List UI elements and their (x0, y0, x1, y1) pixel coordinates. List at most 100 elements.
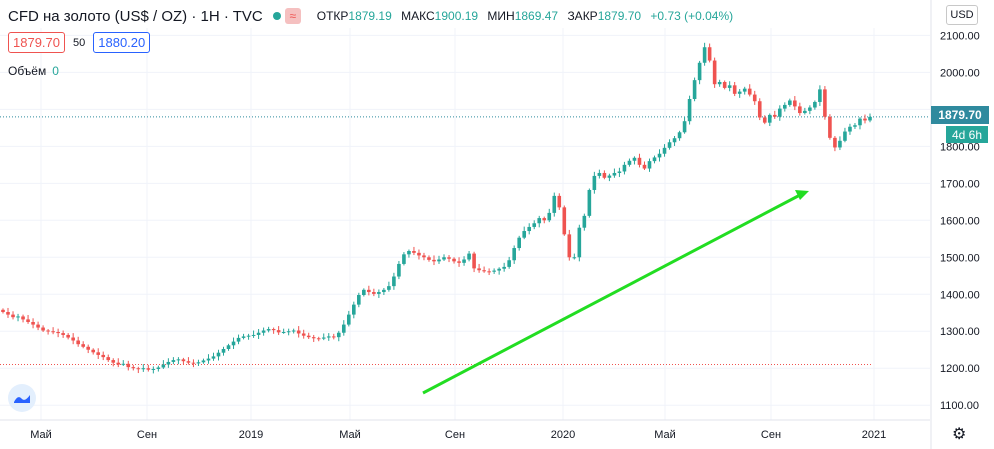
candle-body (336, 332, 341, 338)
candle-body (392, 276, 396, 287)
candle-body (617, 171, 622, 173)
candle-body (171, 360, 176, 362)
candle-body (672, 138, 677, 143)
candle-body (467, 253, 471, 260)
candle-body (447, 257, 451, 259)
candle-body (16, 316, 20, 318)
candle-body (637, 157, 642, 165)
candle-body (382, 289, 386, 293)
candle-body (81, 344, 85, 347)
candle-body (311, 337, 316, 339)
x-tick-label: Май (654, 429, 676, 441)
y-tick-label: 1500.00 (940, 252, 980, 264)
candle-body (36, 324, 40, 328)
candle-body (276, 330, 281, 333)
candle-body (607, 175, 612, 178)
candle-body (602, 172, 607, 178)
x-tick-label: 2020 (551, 429, 575, 441)
candle-body (206, 358, 211, 361)
candle-body (702, 47, 707, 63)
candle-body (477, 268, 481, 271)
chart-header: CFD на золото (US$ / OZ) · 1H · TVC ≈ ОТ… (8, 4, 733, 28)
candle-body (752, 94, 757, 102)
candle-body (707, 47, 712, 61)
candle-body (306, 335, 311, 338)
symbol-title[interactable]: CFD на золото (US$ / OZ) · 1H · TVC (8, 7, 263, 25)
y-tick-label: 2100.00 (940, 30, 980, 42)
candle-body (346, 314, 351, 325)
candle-body (798, 106, 802, 114)
open-label: ОТКР (316, 9, 349, 23)
trend-arrow-head (795, 190, 809, 200)
candle-body (627, 160, 632, 165)
candle-body (131, 367, 136, 369)
candle-body (552, 195, 557, 213)
candle-body (31, 322, 35, 325)
candle-body (577, 227, 582, 258)
candle-body (151, 368, 156, 370)
sell-price-button[interactable]: 1879.70 (8, 32, 65, 53)
candle-body (818, 89, 822, 102)
candle-body (281, 331, 286, 333)
candle-body (181, 359, 186, 362)
x-tick-label: Май (339, 429, 361, 441)
candle-body (452, 258, 456, 262)
trade-prices: 1879.70 50 1880.20 (8, 32, 151, 53)
candle-body (367, 289, 371, 293)
candle-body (136, 368, 141, 370)
candle-body (622, 164, 627, 172)
x-tick-label: Сен (761, 429, 781, 441)
candle-body (41, 327, 45, 331)
candle-body (241, 336, 246, 338)
x-tick-label: 2019 (239, 429, 263, 441)
close-label: ЗАКР (567, 9, 598, 23)
candle-body (502, 266, 506, 269)
candle-body (331, 336, 336, 338)
compare-icon[interactable]: ≈ (284, 8, 301, 24)
candle-body (487, 271, 491, 273)
candle-body (402, 254, 406, 264)
candle-body (387, 286, 391, 290)
gear-icon[interactable]: ⚙ (952, 426, 967, 443)
candle-body (432, 259, 436, 262)
y-tick-label: 1400.00 (940, 289, 980, 301)
currency-button[interactable]: USD (946, 5, 978, 25)
candle-body (833, 137, 837, 148)
candle-body (757, 101, 762, 118)
volume-legend[interactable]: Объём 0 (8, 64, 59, 78)
candle-body (868, 116, 872, 121)
candle-body (572, 257, 577, 259)
candle-body (86, 346, 91, 350)
candle-body (657, 153, 662, 158)
candle-body (542, 218, 547, 221)
trend-arrow-line[interactable] (422, 193, 801, 395)
y-tick-label: 1300.00 (940, 326, 980, 338)
candle-body (286, 331, 291, 333)
candle-body (772, 114, 777, 117)
volume-value: 0 (52, 64, 59, 78)
candle-body (662, 147, 667, 154)
countdown-bg (946, 126, 988, 143)
candle-body (727, 85, 732, 88)
candle-body (196, 362, 201, 364)
candle-body (472, 253, 476, 269)
candle-body (96, 352, 101, 355)
tradingview-logo-icon[interactable] (8, 384, 36, 412)
candle-body (66, 334, 70, 338)
countdown-label: 4d 6h (952, 128, 982, 142)
high-value: 1900.19 (434, 9, 479, 23)
candle-body (843, 131, 847, 141)
candle-body (362, 289, 366, 296)
candle-body (316, 338, 321, 340)
change-value: +0.73 (+0.04%) (650, 9, 734, 23)
candle-body (732, 85, 737, 94)
buy-price-button[interactable]: 1880.20 (93, 32, 151, 53)
candle-body (11, 314, 15, 318)
candle-body (326, 336, 331, 338)
candle-body (201, 360, 206, 363)
candle-body (101, 354, 106, 358)
candle-body (116, 362, 121, 365)
candle-body (6, 312, 10, 315)
y-tick-label: 1700.00 (940, 178, 980, 190)
